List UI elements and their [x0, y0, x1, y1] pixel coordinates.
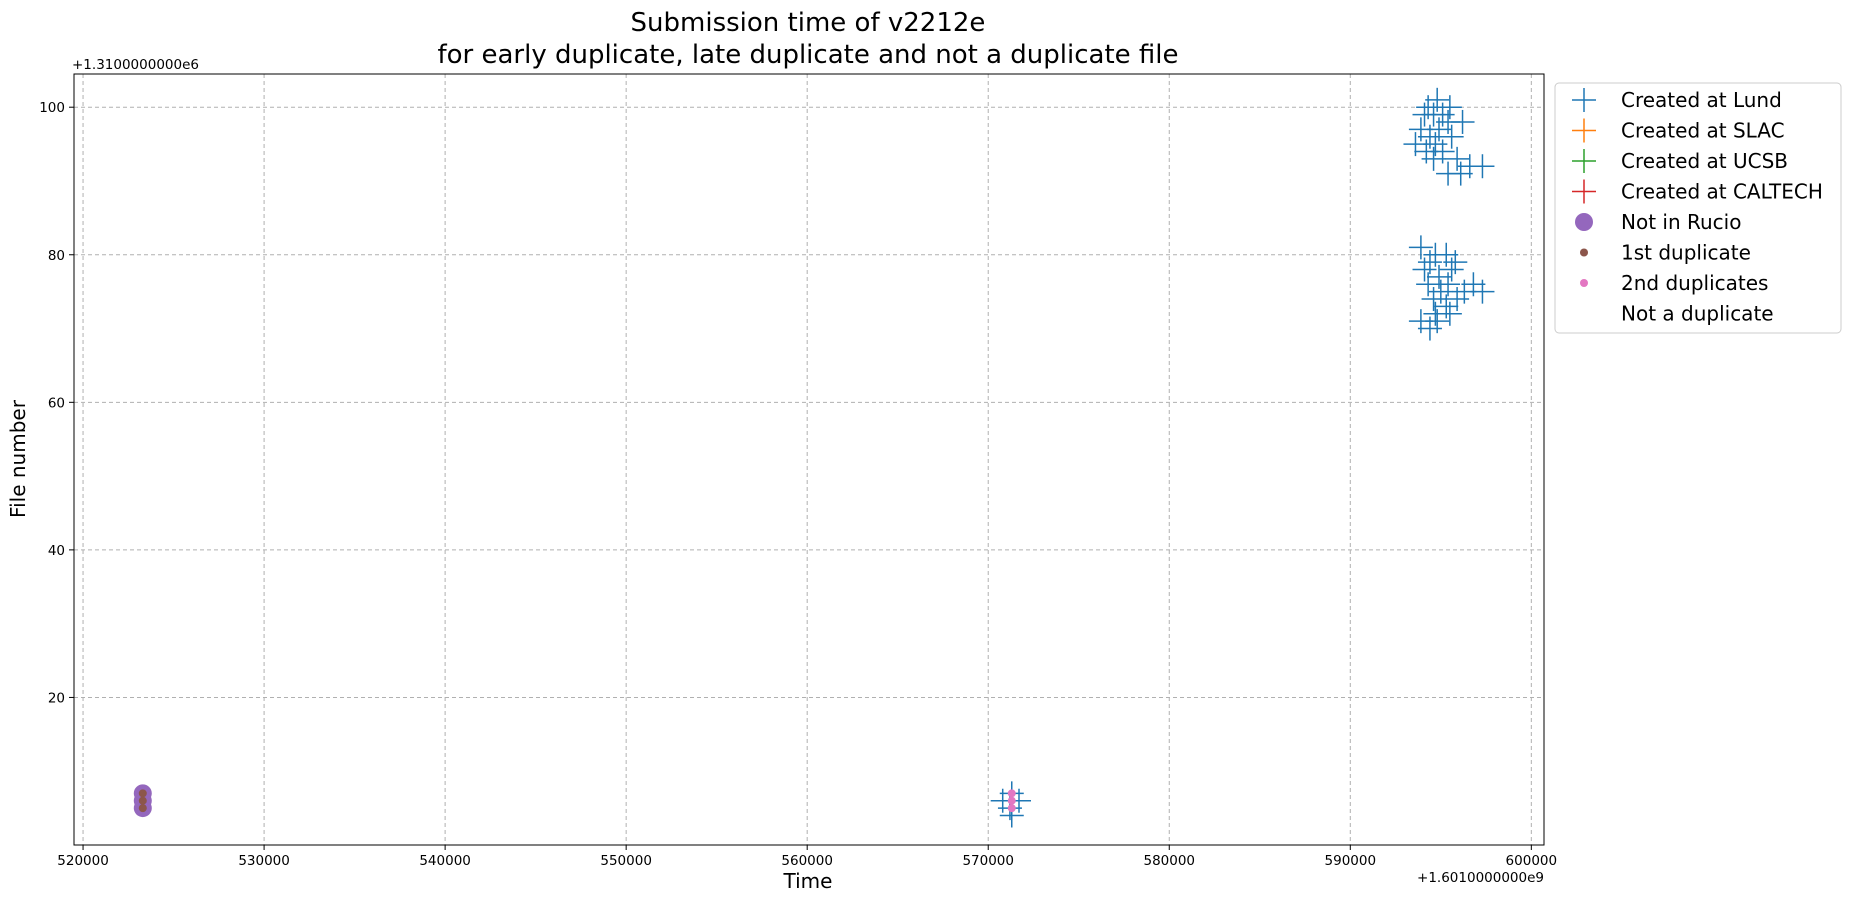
legend-marker: [1572, 118, 1596, 143]
y-tick-label: 100: [39, 100, 65, 116]
legend-label: Not a duplicate: [1621, 302, 1774, 326]
data-point: [1439, 124, 1464, 149]
grid: [74, 74, 1544, 845]
data-point: [1445, 146, 1470, 171]
data-point: [1007, 789, 1016, 798]
x-tick-label: 520000: [57, 853, 109, 869]
x-tick-label: 550000: [600, 853, 652, 869]
data-point: [1470, 279, 1495, 304]
legend-item: Created at SLAC: [1572, 118, 1785, 143]
legend-label: Created at CALTECH: [1621, 180, 1823, 204]
legend-frame: [1554, 82, 1842, 334]
x-axis-offset-label: +1.6010000000e9: [1417, 870, 1544, 886]
legend-item: Not a duplicate: [1621, 302, 1774, 326]
legend-item: Created at UCSB: [1572, 149, 1788, 173]
legend-label: 2nd duplicates: [1621, 271, 1768, 295]
x-axis-ticks: 520000 530000 540000 550000 560000 570000 5800…: [57, 845, 1557, 869]
data-point: [1428, 279, 1453, 304]
x-tick-label: 540000: [419, 853, 471, 869]
x-axis-label: Time: [783, 869, 833, 893]
legend-label: 1st duplicate: [1621, 241, 1751, 265]
legend: Created at Lund Created at SLAC Created at…: [1554, 82, 1842, 334]
y-axis-ticks: 20 40 60 80 100: [39, 100, 74, 706]
legend-marker: [1572, 179, 1596, 204]
chart-title-line-2: for early duplicate, late duplicate and …: [437, 40, 1178, 70]
series-created-at-lund: [990, 87, 1495, 828]
legend-item: 2nd duplicates: [1580, 271, 1768, 295]
data-point: [1007, 796, 1016, 805]
legend-label: Created at UCSB: [1621, 149, 1788, 173]
data-point: [138, 804, 147, 813]
plot-marks: [133, 87, 1495, 828]
y-axis-label: File number: [6, 399, 30, 518]
data-point: [1412, 257, 1437, 282]
y-tick-label: 60: [48, 395, 65, 411]
x-tick-label: 560000: [781, 853, 833, 869]
y-tick-label: 20: [48, 690, 65, 706]
data-point: [1417, 316, 1442, 341]
legend-item: Created at Lund: [1572, 88, 1782, 112]
data-point: [1007, 804, 1016, 813]
legend-item: 1st duplicate: [1580, 241, 1751, 265]
legend-item: Created at CALTECH: [1572, 179, 1823, 204]
data-point: [1408, 235, 1433, 260]
series-2nd-duplicates: [1007, 789, 1016, 813]
x-tick-label: 590000: [1325, 853, 1377, 869]
legend-label: Created at SLAC: [1621, 119, 1785, 143]
legend-label: Not in Rucio: [1621, 210, 1741, 234]
legend-item: Not in Rucio: [1575, 210, 1741, 234]
y-axis-offset-label: +1.3100000000e6: [72, 57, 199, 73]
x-tick-label: 570000: [962, 853, 1014, 869]
data-point: [1439, 257, 1464, 282]
legend-marker: [1572, 149, 1596, 173]
x-tick-label: 530000: [238, 853, 290, 869]
y-tick-label: 80: [48, 248, 65, 264]
data-point: [1421, 146, 1446, 171]
data-point: [138, 796, 147, 805]
data-point: [1448, 161, 1473, 186]
y-tick-label: 40: [48, 543, 65, 559]
legend-marker: [1575, 213, 1593, 231]
data-point: [138, 789, 147, 798]
chart-title-line-1: Submission time of v2212e: [631, 8, 986, 38]
legend-marker: [1580, 248, 1588, 257]
data-point: [1421, 287, 1446, 312]
x-tick-label: 600000: [1506, 853, 1558, 869]
x-tick-label: 580000: [1143, 853, 1195, 869]
plot-frame: [73, 73, 1545, 846]
legend-marker: [1572, 88, 1596, 112]
series-1st-duplicate: [138, 789, 147, 813]
legend-label: Created at Lund: [1621, 88, 1782, 112]
legend-marker: [1580, 279, 1588, 287]
data-point: [1437, 95, 1462, 120]
data-point: [1437, 301, 1462, 326]
data-point: [1470, 154, 1495, 179]
